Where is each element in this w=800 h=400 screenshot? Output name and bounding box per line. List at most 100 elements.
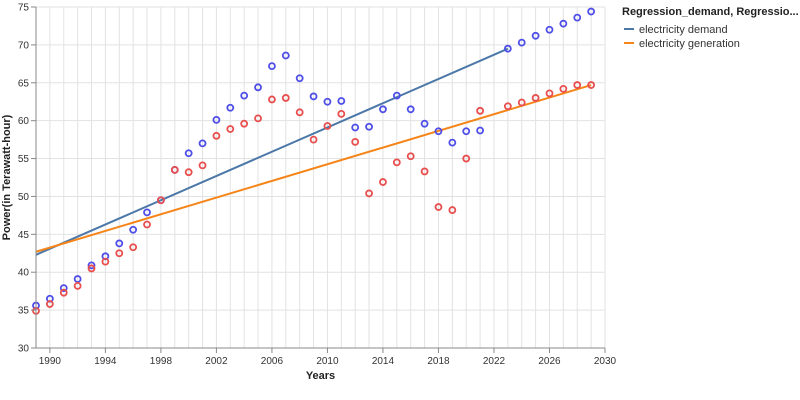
x-tick-label: 1990 xyxy=(39,356,62,367)
demand-point xyxy=(281,51,290,60)
legend-title: Regression_demand, Regressio... xyxy=(622,6,799,18)
demand-point xyxy=(268,62,276,71)
demand-point xyxy=(59,284,68,293)
generation-point xyxy=(129,243,138,252)
generation-point xyxy=(559,84,568,93)
demand-point xyxy=(309,92,318,101)
y-tick-label: 45 xyxy=(18,230,30,241)
y-tick-label: 55 xyxy=(18,154,30,165)
legend-label-demand: electricity demand xyxy=(639,24,728,36)
generation-point xyxy=(101,257,110,266)
legend-label-generation: electricity generation xyxy=(639,38,740,50)
x-tick-label: 2002 xyxy=(205,356,228,367)
legend: Regression_demand, Regressio... electric… xyxy=(622,6,799,50)
generation-point xyxy=(351,137,360,146)
demand-point xyxy=(295,74,304,83)
x-tick-label: 2018 xyxy=(427,356,450,367)
demand-point xyxy=(545,25,554,34)
generation-point xyxy=(406,152,415,161)
demand-point xyxy=(448,138,457,147)
generation-point xyxy=(212,131,221,140)
generation-point xyxy=(365,189,373,198)
generation-point xyxy=(295,108,304,117)
y-tick-label: 75 xyxy=(18,3,30,14)
grid xyxy=(35,6,606,349)
demand-point xyxy=(462,127,471,136)
generation-point xyxy=(73,281,82,290)
y-tick-label: 65 xyxy=(18,78,30,89)
generation-point xyxy=(573,81,582,89)
generation-point xyxy=(462,154,471,163)
generation-point xyxy=(240,119,249,128)
demand-point xyxy=(587,7,596,16)
demand-point xyxy=(392,91,401,100)
x-tick-label: 1998 xyxy=(150,356,173,367)
demand-point xyxy=(573,13,582,22)
demand-point xyxy=(184,149,193,158)
demand-point xyxy=(476,126,484,135)
demand-point xyxy=(129,225,138,234)
x-tick-label: 1994 xyxy=(94,356,117,367)
y-tick-label: 40 xyxy=(18,268,30,279)
demand-point xyxy=(434,127,443,136)
generation-point xyxy=(198,161,207,170)
regression-line-generation xyxy=(35,84,592,253)
x-tick-label: 2014 xyxy=(372,356,395,367)
demand-point xyxy=(531,31,540,40)
y-tick-label: 35 xyxy=(18,306,30,317)
generation-point xyxy=(392,158,401,167)
generation-point xyxy=(157,196,165,205)
generation-point xyxy=(587,81,596,89)
regression-lines xyxy=(35,47,592,256)
generation-point xyxy=(434,203,443,211)
demand-point xyxy=(365,122,373,131)
generation-point xyxy=(337,109,346,118)
generation-point xyxy=(87,264,96,273)
generation-point xyxy=(143,220,151,229)
x-tick-label: 2030 xyxy=(594,356,617,367)
demand-point xyxy=(143,208,151,217)
generation-point xyxy=(268,95,276,104)
x-tick-label: 2006 xyxy=(261,356,284,367)
generation-point xyxy=(517,98,526,107)
generation-point xyxy=(59,288,68,297)
y-tick-label: 70 xyxy=(18,40,30,51)
x-tick-label: 2010 xyxy=(316,356,339,367)
y-tick-label: 60 xyxy=(18,116,30,127)
demand-point xyxy=(198,139,207,148)
x-tick-label: 2022 xyxy=(483,356,506,367)
demand-point xyxy=(517,38,526,47)
generation-point xyxy=(254,114,262,123)
generation-point xyxy=(115,249,124,258)
generation-point xyxy=(309,135,318,144)
generation-point xyxy=(476,106,484,115)
generation-point xyxy=(45,300,54,308)
demand-point xyxy=(406,105,415,114)
demand-point xyxy=(559,19,568,28)
generation-point xyxy=(420,167,429,176)
demand-point xyxy=(115,239,124,248)
regression-line-demand xyxy=(35,47,509,256)
demand-point xyxy=(351,123,360,132)
demand-point xyxy=(337,97,346,105)
y-tick-label: 50 xyxy=(18,192,30,203)
generation-point xyxy=(184,168,193,177)
demand-point xyxy=(379,105,387,114)
generation-point xyxy=(323,122,332,130)
scatter-points xyxy=(32,7,596,315)
demand-point xyxy=(240,91,249,100)
demand-point xyxy=(212,116,221,124)
demand-point xyxy=(503,44,512,53)
generation-point xyxy=(545,89,554,98)
generation-point xyxy=(170,166,179,174)
generation-point xyxy=(281,94,290,102)
y-axis-title: Power(in Terawatt-hour) xyxy=(1,114,13,240)
generation-point xyxy=(531,94,540,102)
demand-point xyxy=(323,97,332,106)
demand-point xyxy=(420,119,429,128)
generation-point xyxy=(226,125,235,133)
generation-point xyxy=(503,102,512,111)
axes: 1990 1994 1998 2002 2006 2010 2014 2018 2022 2026… xyxy=(18,3,617,368)
y-tick-label: 30 xyxy=(18,344,30,355)
